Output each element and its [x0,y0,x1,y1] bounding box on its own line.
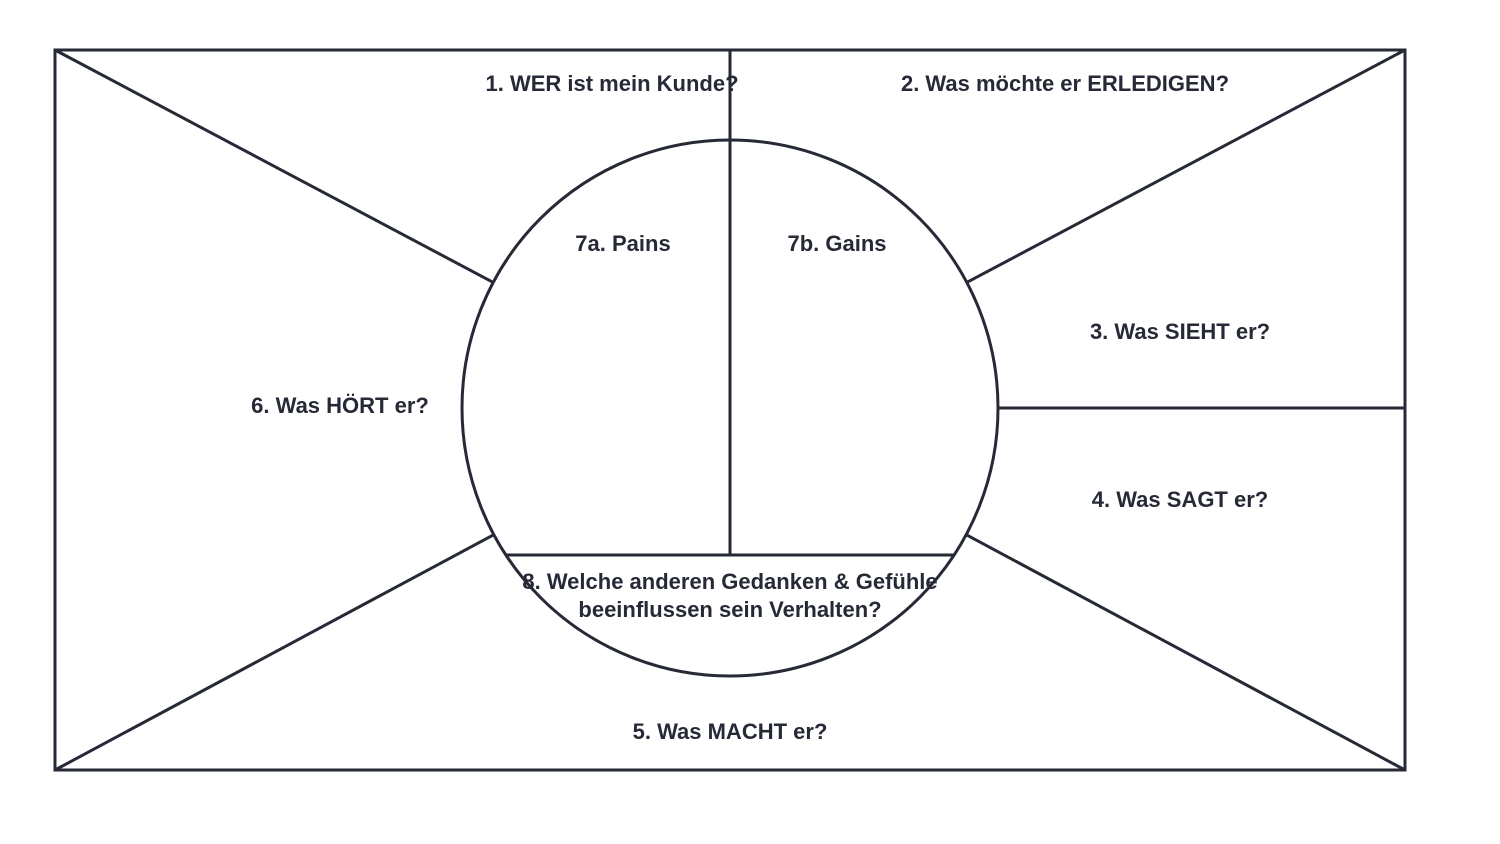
diagram-svg [0,0,1500,844]
empathy-map-diagram: 1. WER ist mein Kunde?2. Was möchte er E… [0,0,1500,844]
